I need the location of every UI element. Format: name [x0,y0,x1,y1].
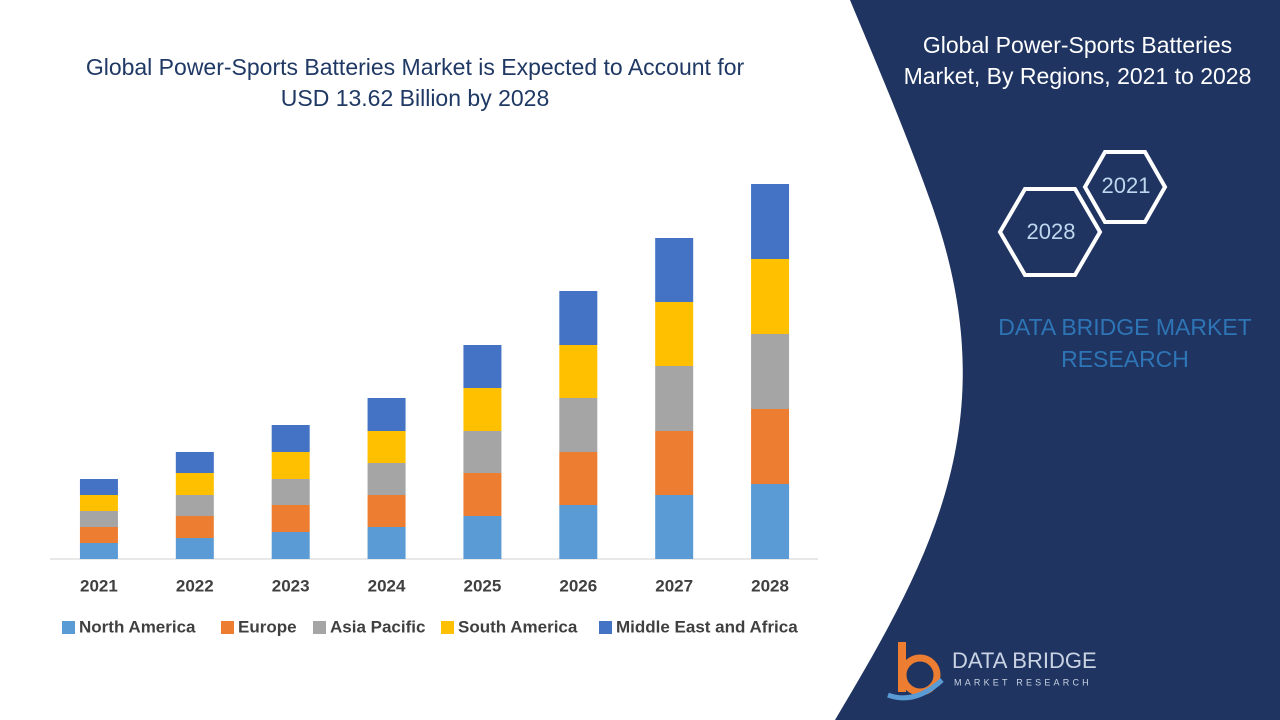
bar-segment [559,398,598,452]
side-panel [835,0,1280,720]
bar-segment [175,452,214,473]
bar-segment [367,527,406,559]
x-tick-label: 2021 [80,576,118,595]
bar-segment [79,543,118,559]
bar-segment [367,495,406,527]
bar-segment [655,366,694,431]
bar-segment [79,479,118,495]
bar-segment [463,431,502,473]
bar-segment [175,538,214,559]
bar-segment [271,479,310,505]
bar-segment [559,345,598,398]
bar-segment [367,463,406,495]
bar-segment [751,484,790,559]
bar-segment [559,505,598,559]
hexagon [997,187,1103,277]
bar-segment [655,302,694,366]
panel-title: Global Power-Sports Batteries Market, By… [903,32,1252,89]
logo-icon [887,642,944,701]
legend-swatch [221,621,234,634]
bar-segment [175,473,214,495]
legend-label: Asia Pacific [330,617,425,636]
bar-segment [655,431,694,495]
bar-segment [271,532,310,559]
bar-segment [559,452,598,505]
bar-segment [559,291,598,345]
bar-segment [79,495,118,511]
bar-segment [79,527,118,543]
bar-segment [271,425,310,452]
bar-segment [367,398,406,431]
logo-name: DATA BRIDGE [952,648,1097,673]
bar-segment [655,495,694,559]
x-tick-label: 2028 [751,576,789,595]
legend-swatch [599,621,612,634]
bar-segment [463,388,502,431]
logo-swoosh [887,678,944,701]
legend-label: South America [458,617,578,636]
chart-title: Global Power-Sports Batteries Market is … [85,54,745,111]
bar-segment [463,516,502,559]
bar-segment [367,431,406,463]
bar-segment [175,516,214,538]
hexagon [1082,150,1168,224]
bar-segment [655,238,694,302]
x-tick-label: 2023 [272,576,310,595]
bar-segment [751,334,790,409]
legend-label: Europe [238,617,297,636]
legend-label: North America [79,617,196,636]
hex-label: 2028 [1027,219,1076,244]
bar-segment [751,259,790,334]
bar-segment [271,452,310,479]
x-tick-label: 2026 [559,576,597,595]
bar-segment [751,409,790,484]
legend-label: Middle East and Africa [616,617,798,636]
x-tick-label: 2024 [368,576,406,595]
legend-swatch [441,621,454,634]
legend-swatch [62,621,75,634]
bar-segment [463,473,502,516]
bar-segment [751,184,790,259]
bar-segment [271,505,310,532]
bar-segment [175,495,214,516]
x-tick-label: 2025 [464,576,502,595]
bar-segment [463,345,502,388]
x-tick-label: 2027 [655,576,693,595]
legend-swatch [313,621,326,634]
hex-label: 2021 [1102,173,1151,198]
logo-tagline: MARKET RESEARCH [954,677,1092,687]
bar-segment [79,511,118,527]
brand: DATA BRIDGE MARKET RESEARCH [998,314,1252,372]
x-tick-label: 2022 [176,576,214,595]
